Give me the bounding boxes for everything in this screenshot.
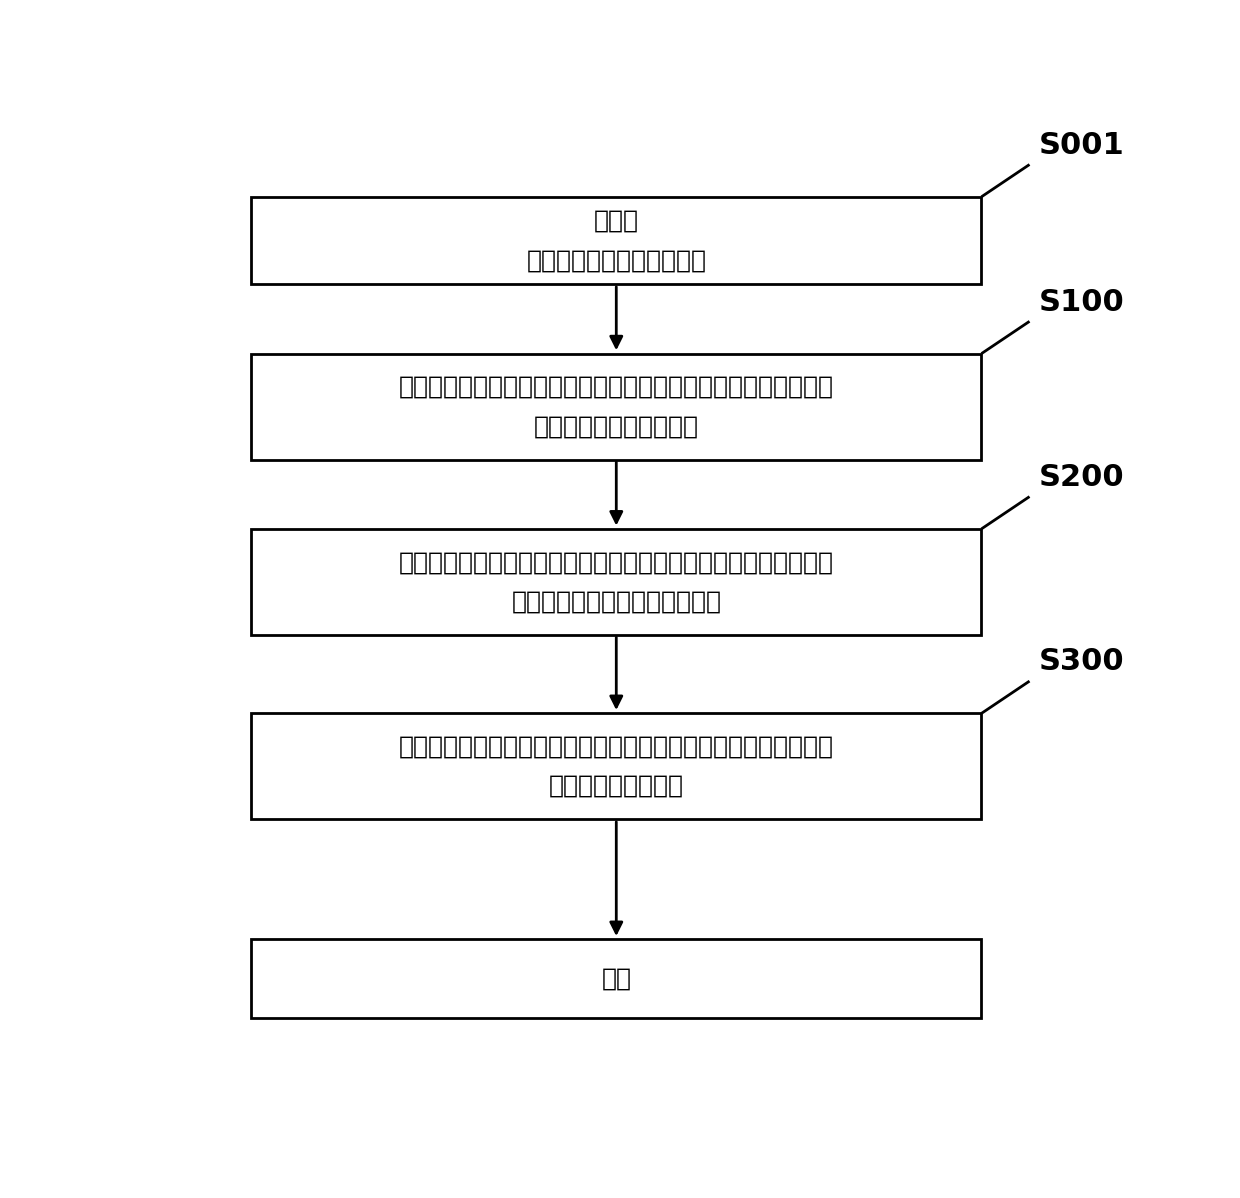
Text: S001: S001 [1039,131,1125,159]
Text: 控制器将激光测距传感器测得数据进行保存，并计算求取四个位置
的有效距离与目标值之间的差值: 控制器将激光测距传感器测得数据进行保存，并计算求取四个位置 的有效距离与目标值之… [399,550,833,613]
Bar [250,353,982,460]
Bar [250,713,982,819]
Bar [250,939,982,1018]
Text: 完成: 完成 [601,967,631,991]
Text: 初始化
设定目标值及允许的误差值: 初始化 设定目标值及允许的误差值 [526,208,707,272]
Text: 激光测距传感器分别测量四个螺母所在位置的打印平台上表面与喷
头出料口之间的有效距离: 激光测距传感器分别测量四个螺母所在位置的打印平台上表面与喷 头出料口之间的有效距… [399,375,833,438]
Text: 控制器分别控制四个控制电机校准四个位置的有效距离与目标值之
间的差值小于误差值: 控制器分别控制四个控制电机校准四个位置的有效距离与目标值之 间的差值小于误差值 [399,734,833,798]
Bar [250,528,982,635]
Text: S300: S300 [1039,647,1125,677]
Bar [250,196,982,284]
Text: S100: S100 [1039,288,1125,316]
Text: S200: S200 [1039,462,1125,492]
